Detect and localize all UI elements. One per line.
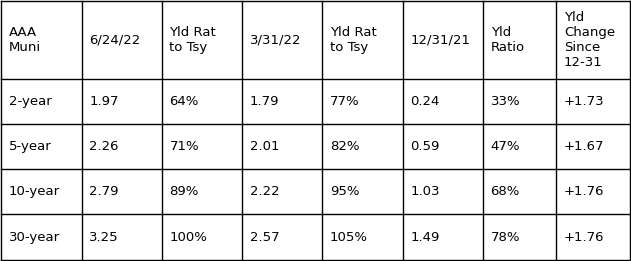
- Text: 2.26: 2.26: [89, 140, 119, 153]
- Text: 47%: 47%: [490, 140, 520, 153]
- Text: 82%: 82%: [330, 140, 360, 153]
- Text: +1.76: +1.76: [564, 230, 604, 244]
- Text: 30-year: 30-year: [9, 230, 60, 244]
- Text: 2.79: 2.79: [89, 185, 119, 198]
- Text: 3/31/22: 3/31/22: [250, 34, 301, 47]
- Text: AAA
Muni: AAA Muni: [9, 26, 41, 54]
- Text: 77%: 77%: [330, 95, 360, 108]
- Text: 10-year: 10-year: [9, 185, 60, 198]
- Text: Yld
Change
Since
12-31: Yld Change Since 12-31: [564, 11, 615, 69]
- Text: 2.01: 2.01: [250, 140, 280, 153]
- Text: +1.76: +1.76: [564, 185, 604, 198]
- Text: 100%: 100%: [170, 230, 208, 244]
- Text: 71%: 71%: [170, 140, 199, 153]
- Text: Yld Rat
to Tsy: Yld Rat to Tsy: [170, 26, 216, 54]
- Text: 1.97: 1.97: [89, 95, 119, 108]
- Text: 89%: 89%: [170, 185, 199, 198]
- Text: 12/31/21: 12/31/21: [410, 34, 470, 47]
- Text: 1.79: 1.79: [250, 95, 280, 108]
- Text: 1.03: 1.03: [410, 185, 440, 198]
- Text: +1.73: +1.73: [564, 95, 604, 108]
- Text: 0.59: 0.59: [410, 140, 440, 153]
- Text: 105%: 105%: [330, 230, 368, 244]
- Text: 64%: 64%: [170, 95, 199, 108]
- Text: 2-year: 2-year: [9, 95, 52, 108]
- Text: Yld
Ratio: Yld Ratio: [490, 26, 525, 54]
- Text: 6/24/22: 6/24/22: [89, 34, 141, 47]
- Text: 68%: 68%: [490, 185, 520, 198]
- Text: 1.49: 1.49: [410, 230, 440, 244]
- Text: 2.22: 2.22: [250, 185, 280, 198]
- Text: 78%: 78%: [490, 230, 520, 244]
- Text: 95%: 95%: [330, 185, 360, 198]
- Text: Yld Rat
to Tsy: Yld Rat to Tsy: [330, 26, 377, 54]
- Text: 0.24: 0.24: [410, 95, 440, 108]
- Text: 2.57: 2.57: [250, 230, 280, 244]
- Text: 5-year: 5-year: [9, 140, 52, 153]
- Text: +1.67: +1.67: [564, 140, 604, 153]
- Text: 3.25: 3.25: [89, 230, 119, 244]
- Text: 33%: 33%: [490, 95, 520, 108]
